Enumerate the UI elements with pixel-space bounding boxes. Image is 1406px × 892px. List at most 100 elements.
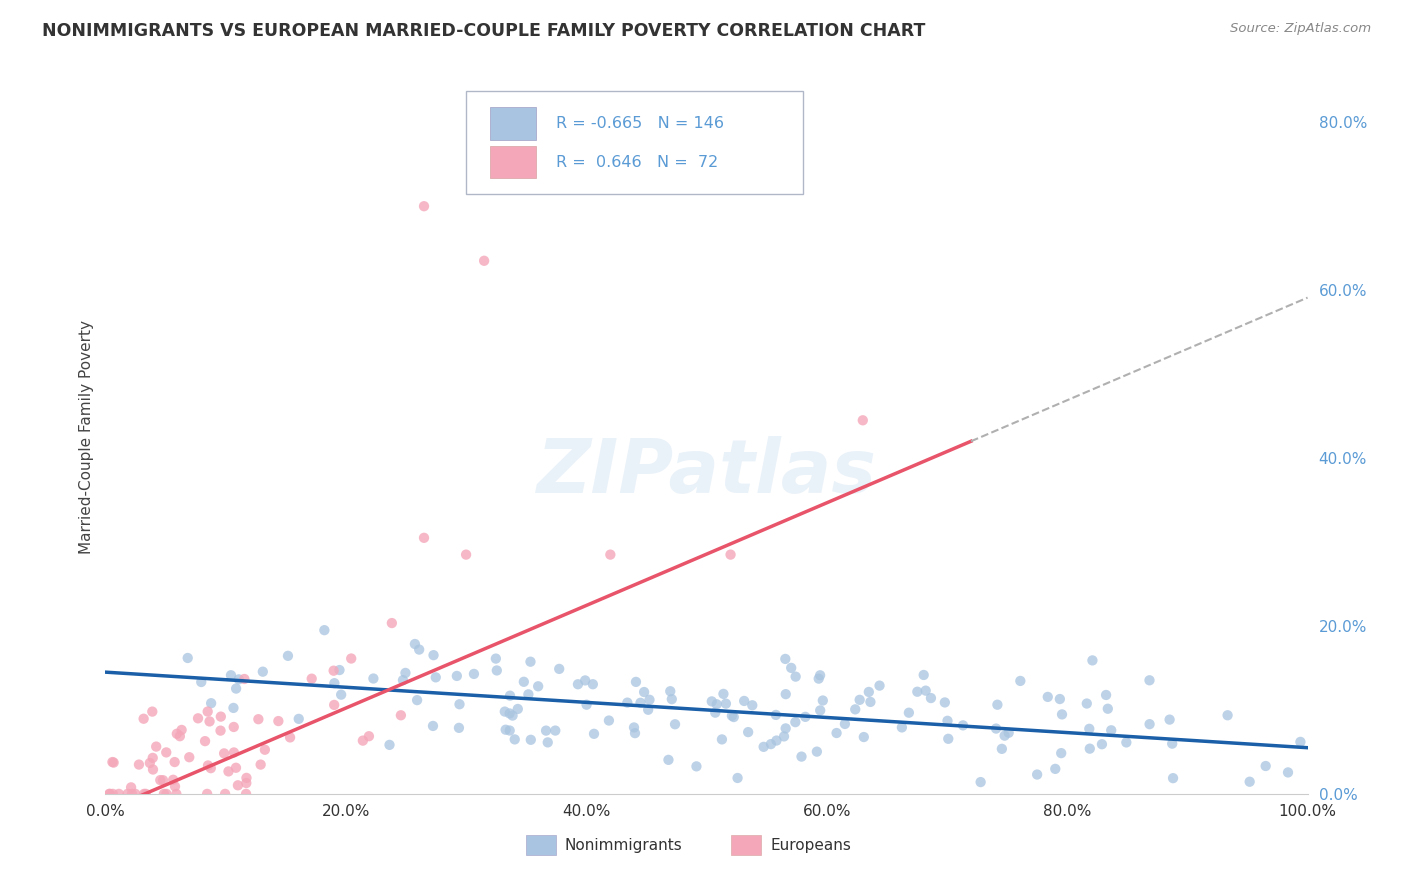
Point: [155, 787, 177, 801]
Point: [323, 676, 346, 690]
Point: [548, 662, 571, 676]
Point: [142, 763, 165, 777]
Point: [454, 548, 477, 562]
Point: [544, 723, 567, 738]
Point: [664, 717, 686, 731]
Point: [235, 771, 257, 785]
Point: [170, 723, 193, 737]
Point: [599, 548, 621, 562]
Point: [720, 548, 742, 562]
Point: [502, 708, 524, 723]
Point: [225, 681, 247, 696]
Point: [499, 689, 522, 703]
Bar: [491, 146, 536, 178]
Point: [98, 787, 121, 801]
Point: [363, 672, 385, 686]
Point: [582, 727, 605, 741]
Point: [852, 730, 875, 744]
Point: [145, 739, 167, 754]
Point: [425, 670, 447, 684]
Point: [472, 253, 495, 268]
Point: [912, 668, 935, 682]
Point: [408, 642, 430, 657]
Point: [222, 701, 245, 715]
Point: [228, 673, 250, 687]
Point: [765, 707, 787, 722]
Point: [1081, 653, 1104, 667]
Point: [212, 747, 235, 761]
Point: [247, 712, 270, 726]
Point: [659, 684, 682, 698]
Point: [200, 761, 222, 775]
Point: [574, 673, 596, 688]
FancyBboxPatch shape: [465, 91, 803, 194]
Point: [1216, 708, 1239, 723]
Point: [222, 746, 245, 760]
Point: [848, 693, 870, 707]
Point: [381, 615, 404, 630]
Point: [495, 723, 517, 737]
Point: [413, 199, 436, 213]
Point: [616, 696, 638, 710]
Point: [108, 787, 131, 801]
Point: [132, 787, 155, 801]
Point: [714, 697, 737, 711]
Point: [1095, 688, 1118, 702]
Point: [226, 778, 249, 792]
Point: [139, 756, 162, 770]
Point: [498, 706, 520, 721]
Point: [1161, 771, 1184, 785]
Point: [685, 759, 707, 773]
Text: NONIMMIGRANTS VS EUROPEAN MARRIED-COUPLE FAMILY POVERTY CORRELATION CHART: NONIMMIGRANTS VS EUROPEAN MARRIED-COUPLE…: [42, 22, 925, 40]
Point: [340, 651, 363, 665]
Point: [449, 698, 471, 712]
Text: R = -0.665   N = 146: R = -0.665 N = 146: [557, 116, 724, 131]
Point: [422, 719, 444, 733]
Point: [598, 714, 620, 728]
Point: [128, 757, 150, 772]
Point: [700, 694, 723, 708]
Point: [1050, 746, 1073, 760]
Point: [1045, 762, 1067, 776]
Point: [194, 734, 217, 748]
Point: [394, 665, 416, 680]
Point: [267, 714, 290, 728]
Point: [101, 755, 124, 769]
Point: [463, 667, 485, 681]
Point: [506, 702, 529, 716]
Point: [503, 732, 526, 747]
Point: [844, 702, 866, 716]
Point: [169, 729, 191, 743]
Point: [765, 733, 787, 747]
Point: [198, 714, 221, 729]
Bar: [491, 107, 536, 139]
Point: [287, 712, 309, 726]
Point: [858, 685, 880, 699]
Point: [920, 691, 942, 706]
Point: [277, 648, 299, 663]
Point: [624, 726, 647, 740]
Point: [785, 715, 807, 730]
Point: [141, 705, 163, 719]
Point: [422, 648, 444, 662]
Point: [132, 712, 155, 726]
Point: [121, 787, 143, 801]
Point: [638, 692, 661, 706]
Text: Source: ZipAtlas.com: Source: ZipAtlas.com: [1230, 22, 1371, 36]
Point: [713, 687, 735, 701]
Point: [537, 735, 560, 749]
Point: [1161, 737, 1184, 751]
Point: [661, 692, 683, 706]
Point: [1010, 673, 1032, 688]
Point: [149, 773, 172, 788]
Point: [721, 708, 744, 723]
Point: [811, 693, 834, 707]
Point: [190, 675, 212, 690]
Point: [187, 711, 209, 725]
Point: [278, 731, 301, 745]
Point: [1091, 737, 1114, 751]
Point: [936, 731, 959, 746]
Point: [357, 729, 380, 743]
Point: [222, 720, 245, 734]
Point: [197, 758, 219, 772]
